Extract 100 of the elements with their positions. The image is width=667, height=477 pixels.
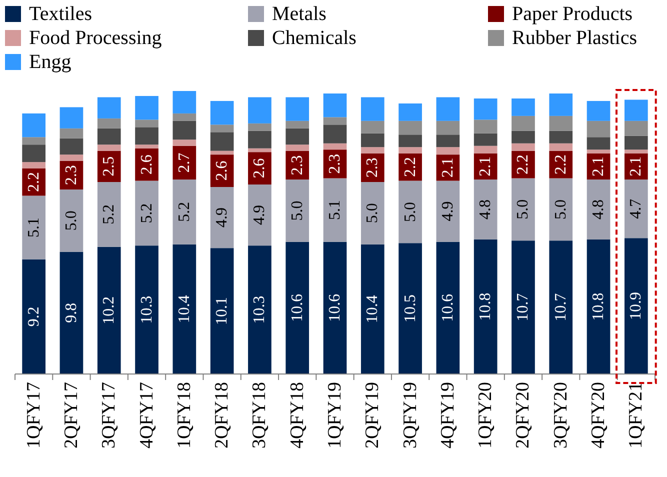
bar	[172, 120, 196, 140]
bar	[323, 178, 347, 242]
data-label: 5.2	[138, 203, 156, 224]
bar	[436, 147, 460, 155]
data-label: 5.2	[176, 202, 193, 222]
bar	[172, 180, 196, 244]
x-tick-label: 1QFY17	[23, 382, 44, 449]
bar	[512, 178, 535, 241]
data-label: 4.8	[590, 199, 608, 220]
bar	[436, 134, 460, 148]
bar	[248, 97, 272, 124]
bar	[323, 117, 347, 125]
bar	[586, 137, 610, 150]
data-label: 4.9	[439, 201, 456, 222]
data-label: 10.4	[176, 295, 193, 324]
bar	[624, 238, 648, 374]
data-label: 2.1	[439, 158, 456, 178]
x-tick-label: 1QFY19	[324, 382, 346, 449]
data-label: 10.8	[477, 292, 494, 321]
bar	[248, 152, 272, 184]
data-label: 10.1	[214, 297, 231, 326]
bar	[97, 118, 121, 128]
bar	[210, 124, 234, 132]
x-tick-label: 4QFY18	[286, 382, 308, 449]
data-label: 9.8	[62, 302, 80, 323]
bar	[586, 100, 610, 121]
data-label: 5.1	[326, 200, 344, 220]
data-label: 2.3	[62, 165, 80, 186]
data-label: 10.6	[439, 294, 456, 322]
bar	[286, 120, 310, 128]
bar	[97, 128, 121, 145]
data-label: 10.6	[288, 294, 306, 322]
x-tick-label: 1QFY18	[174, 382, 195, 449]
bar	[60, 154, 84, 161]
data-label: 10.4	[364, 295, 382, 324]
bar	[624, 150, 648, 154]
bar	[210, 100, 234, 125]
bar	[210, 150, 234, 155]
data-label: 2.7	[176, 152, 193, 173]
bar	[512, 143, 535, 151]
bar	[172, 146, 196, 180]
bar	[22, 113, 46, 138]
data-label: 4.9	[214, 208, 231, 228]
bar	[549, 93, 573, 116]
bar	[172, 244, 196, 374]
data-label: 5.0	[288, 200, 306, 221]
bar	[586, 150, 610, 154]
bar	[248, 246, 272, 374]
bar	[474, 239, 498, 374]
bar	[97, 150, 121, 182]
bar	[135, 246, 158, 374]
data-label: 10.7	[552, 293, 570, 322]
bar	[360, 244, 384, 374]
data-label: 5.0	[62, 210, 80, 231]
bar	[60, 128, 84, 138]
bar	[398, 120, 422, 135]
bar	[286, 242, 310, 374]
data-label: 10.8	[590, 292, 608, 321]
bar	[210, 132, 234, 151]
data-label: 2.1	[628, 156, 645, 176]
data-label: 4.8	[477, 199, 494, 220]
data-label: 10.9	[628, 292, 645, 320]
x-tick-label: 3QFY20	[550, 382, 572, 449]
legend-label: Engg	[29, 51, 72, 73]
bar	[60, 189, 84, 252]
data-label: 4.7	[628, 198, 645, 219]
bar	[512, 116, 535, 131]
bar	[22, 137, 46, 145]
x-tick-label: 3QFY17	[98, 382, 120, 449]
data-label: 2.6	[251, 158, 268, 178]
data-label: 2.6	[214, 160, 231, 181]
bar	[22, 259, 46, 374]
bar	[474, 98, 498, 120]
x-tick-label: 3QFY19	[400, 382, 421, 449]
bar	[512, 150, 535, 178]
bar	[549, 178, 573, 241]
legend-label: Chemicals	[272, 27, 357, 49]
bar	[436, 242, 460, 374]
data-label: 5.0	[514, 199, 532, 220]
bar	[398, 243, 422, 374]
bar	[248, 148, 272, 152]
bar	[436, 97, 460, 121]
bar	[22, 144, 46, 162]
bar	[474, 133, 498, 146]
bar	[323, 242, 347, 374]
bar	[512, 130, 535, 144]
x-tick-label: 2QFY17	[60, 382, 82, 449]
bar	[360, 120, 384, 134]
bar	[549, 240, 573, 374]
bar	[60, 252, 84, 374]
bar	[549, 130, 573, 144]
bar	[624, 100, 648, 121]
bar	[549, 143, 573, 151]
x-tick-label: 4QFY19	[437, 382, 458, 449]
legend-label: Textiles	[29, 3, 92, 25]
bar	[549, 116, 573, 131]
data-label: 5.1	[25, 218, 42, 238]
bar	[398, 134, 422, 148]
data-label: 2.2	[402, 157, 419, 178]
bar	[97, 182, 121, 247]
